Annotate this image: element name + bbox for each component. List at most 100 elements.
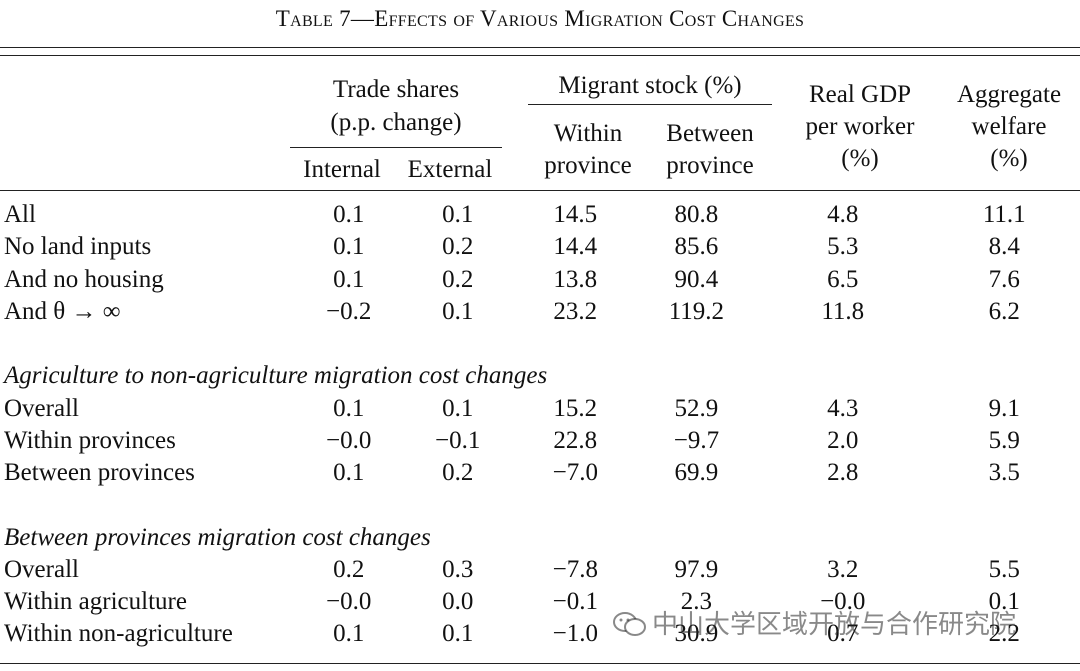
row-label: Within provinces	[4, 426, 176, 454]
cell: 119.2	[668, 298, 725, 326]
cell: −0.0	[326, 426, 372, 454]
top-rule-2	[0, 55, 1080, 56]
cell: 0.2	[442, 459, 474, 487]
cell: 14.5	[553, 201, 598, 229]
spacer-row	[0, 489, 1080, 521]
table-row: Overall 0.1 0.1 15.2 52.9 4.3 9.1	[0, 392, 1080, 424]
table-row: And θ → ∞ −0.2 0.1 23.2 119.2 11.8 6.2	[0, 296, 1080, 328]
section-title: Between provinces migration cost changes	[4, 523, 431, 551]
cell: 52.9	[674, 394, 719, 422]
table-row: Within provinces −0.0 −0.1 22.8 −9.7 2.0…	[0, 425, 1080, 457]
cell: 0.1	[333, 459, 365, 487]
header-real-gdp-2: per worker	[805, 113, 915, 140]
cell: 0.1	[333, 233, 365, 261]
cell: 0.2	[442, 265, 474, 293]
cell: −7.0	[552, 459, 598, 487]
header-welfare-3: (%)	[990, 145, 1028, 172]
cell: 15.2	[553, 394, 598, 422]
migrant-stock-rule	[528, 104, 772, 105]
cell: 2.3	[680, 588, 713, 616]
cell: 4.8	[827, 201, 859, 229]
watermark: 中山大学区域开放与合作研究院	[612, 604, 1016, 641]
header-between: Between	[666, 120, 754, 147]
cell: 8.4	[988, 233, 1020, 261]
cell: 85.6	[674, 233, 719, 261]
header-bottom-rule	[0, 190, 1080, 191]
cell: −0.1	[435, 426, 481, 454]
cell: 0.1	[333, 201, 365, 229]
header-welfare-2: welfare	[971, 113, 1047, 140]
cell: −9.7	[673, 426, 720, 454]
cell: 3.2	[827, 555, 859, 583]
cell: 22.8	[553, 426, 598, 454]
section-title: Agriculture to non-agriculture migration…	[4, 362, 548, 390]
results-table: All 0.1 0.1 14.5 80.8 4.8 11.1 No land i…	[0, 199, 1080, 651]
header-welfare: Aggregate	[956, 81, 1062, 108]
cell: 0.0	[442, 588, 474, 616]
header-migrant-stock: Migrant stock (%)	[558, 72, 742, 99]
row-label: Between provinces	[4, 459, 195, 487]
cell: 9.1	[988, 394, 1020, 422]
cell: −0.0	[326, 588, 372, 616]
cell: 80.8	[674, 201, 719, 229]
cell: 0.1	[333, 620, 365, 648]
cell: 0.1	[333, 265, 365, 293]
cell: 0.7	[827, 620, 859, 648]
cell: −7.8	[552, 555, 598, 583]
header-between-2: province	[666, 152, 754, 179]
cell: 14.4	[553, 233, 598, 261]
cell: 2.0	[827, 426, 859, 454]
cell: 0.1	[333, 394, 365, 422]
row-label: All	[4, 201, 36, 229]
trade-shares-rule	[290, 147, 502, 148]
header-internal: Internal	[303, 156, 381, 183]
cell: 0.1	[442, 298, 474, 326]
cell: 2.8	[827, 459, 859, 487]
header-within: Within	[553, 120, 623, 147]
section-header-row: Between provinces migration cost changes	[0, 521, 1080, 553]
cell: −0.0	[820, 588, 866, 616]
cell: 5.3	[827, 233, 859, 261]
wechat-icon	[613, 612, 646, 636]
section-header-row: Agriculture to non-agriculture migration…	[0, 360, 1080, 392]
top-rule	[0, 47, 1080, 48]
cell: 0.1	[442, 201, 474, 229]
cell: 11.8	[821, 298, 865, 326]
cell: 0.1	[442, 620, 474, 648]
cell: −0.2	[326, 298, 372, 326]
cell: 2.2	[988, 620, 1020, 648]
row-label: Within non-agriculture	[4, 620, 233, 648]
cell: 13.8	[553, 265, 598, 293]
cell: 0.1	[988, 588, 1020, 616]
table-row: All 0.1 0.1 14.5 80.8 4.8 11.1	[0, 199, 1080, 231]
watermark-text: 中山大学区域开放与合作研究院	[652, 610, 1017, 640]
row-label: Overall	[4, 394, 79, 422]
header-trade-shares-unit: (p.p. change)	[330, 109, 462, 136]
cell: 11.1	[982, 201, 1026, 229]
cell: 0.2	[442, 233, 474, 261]
cell: 6.2	[988, 298, 1020, 326]
row-label: No land inputs	[4, 233, 152, 261]
row-label: And no housing	[4, 265, 164, 293]
table-title: Table 7—Effects of Various Migration Cos…	[275, 6, 805, 31]
table-row: Within agriculture −0.0 0.0 −0.1 2.3 −0.…	[0, 586, 1080, 618]
table-row: Overall 0.2 0.3 −7.8 97.9 3.2 5.5	[0, 554, 1080, 586]
bottom-rule	[0, 663, 1080, 664]
cell: 7.6	[988, 265, 1020, 293]
header-trade-shares: Trade shares	[332, 76, 460, 103]
cell: −1.0	[552, 620, 598, 648]
cell: 3.5	[988, 459, 1020, 487]
table-row: Between provinces 0.1 0.2 −7.0 69.9 2.8 …	[0, 457, 1080, 489]
cell: 4.3	[827, 394, 859, 422]
cell: 0.3	[442, 555, 474, 583]
table-row: No land inputs 0.1 0.2 14.4 85.6 5.3 8.4	[0, 231, 1080, 263]
cell: 6.5	[827, 265, 859, 293]
header-within-2: province	[544, 152, 632, 179]
header-real-gdp: Real GDP	[808, 81, 912, 108]
cell: 5.9	[988, 426, 1020, 454]
row-label: And θ → ∞	[4, 298, 121, 326]
cell: 0.2	[333, 555, 365, 583]
spacer-row	[0, 328, 1080, 360]
cell: −0.1	[552, 588, 598, 616]
cell: 30.9	[674, 620, 719, 648]
